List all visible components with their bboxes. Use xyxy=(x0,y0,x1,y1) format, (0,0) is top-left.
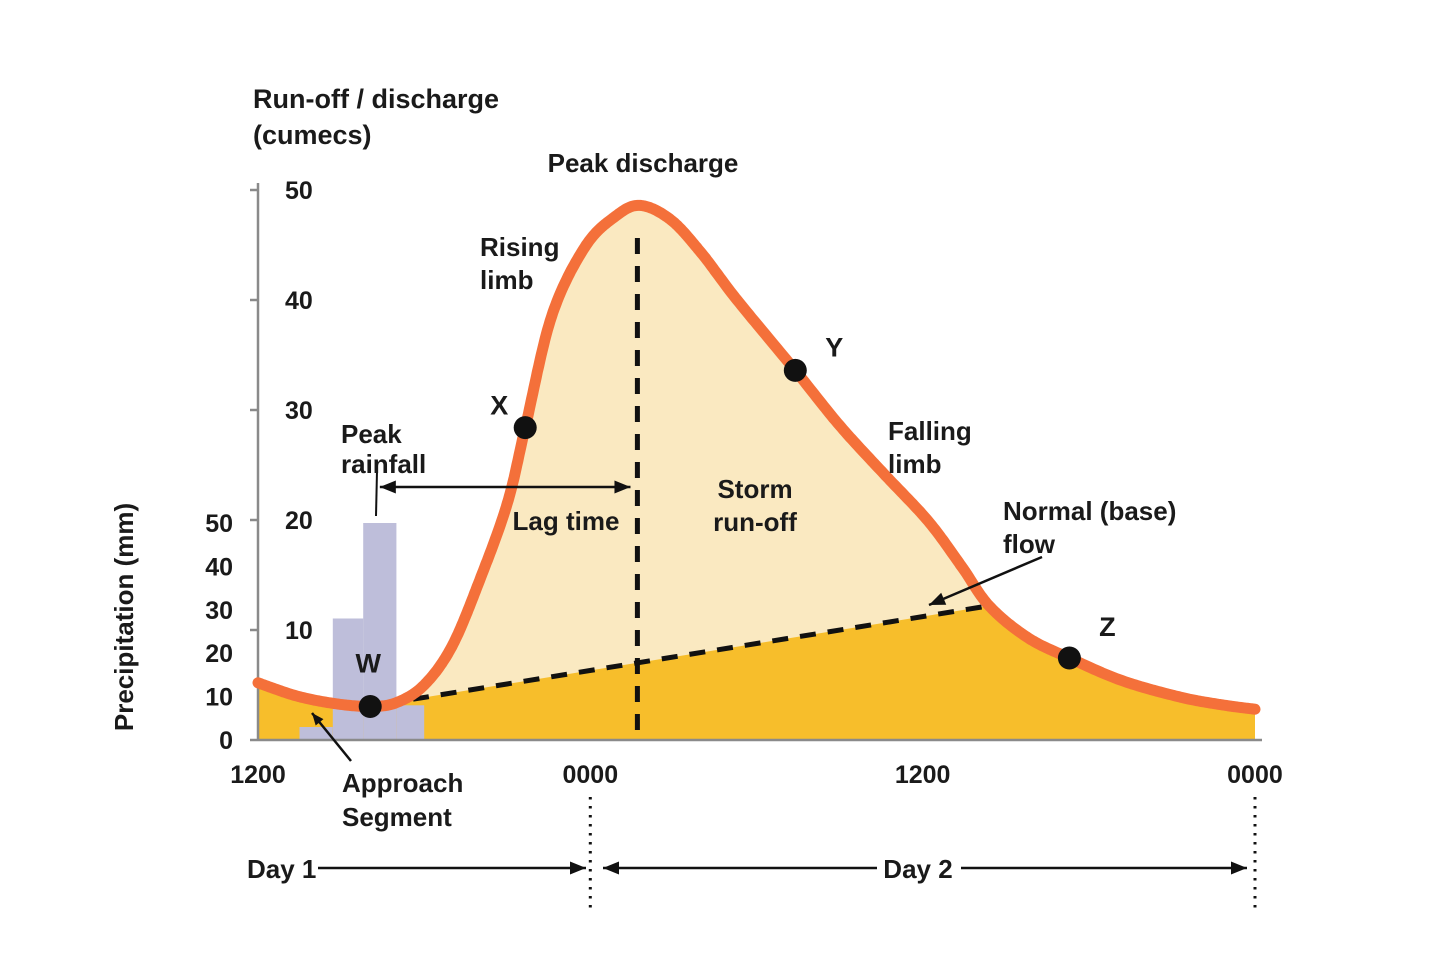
hydrograph-curve xyxy=(252,199,1261,715)
normal-flow-pointer-line xyxy=(928,555,1043,607)
approach-segment-pointer-head xyxy=(312,713,324,726)
point-label-Z: Z xyxy=(1099,612,1116,642)
precip-tick-label: 0 xyxy=(219,727,233,755)
discharge-tick-label: 30 xyxy=(285,397,313,425)
time-tick-label: 0000 xyxy=(1227,761,1283,789)
point-marker-Z xyxy=(1057,646,1081,670)
day2-label: Day 2 xyxy=(883,854,952,884)
day2-arrow-left-head xyxy=(603,861,619,875)
rainfall-bar xyxy=(299,727,333,740)
discharge-tick-label: 20 xyxy=(285,507,313,535)
point-label-W: W xyxy=(355,649,381,679)
discharge-tick-label: 50 xyxy=(285,177,313,205)
precip-tick-label: 10 xyxy=(205,684,233,712)
discharge-tick-label: 40 xyxy=(285,287,313,315)
peak-discharge-label: Peak discharge xyxy=(548,148,739,178)
lag-time-label: Lag time xyxy=(513,506,620,536)
peak-rainfall-label: rainfall xyxy=(341,449,426,479)
approach-segment-label: Segment xyxy=(342,802,452,832)
falling-limb-label: Falling xyxy=(888,416,972,446)
approach-segment-label: Approach xyxy=(342,768,463,798)
discharge-tick-label: 10 xyxy=(285,617,313,645)
normal-flow-pointer-head xyxy=(929,592,947,605)
baseflow-dashed-line xyxy=(384,603,990,707)
storm-runoff-label: Storm xyxy=(717,474,792,504)
peak-rainfall-pointer-line xyxy=(375,470,378,517)
normal-base-flow-label: flow xyxy=(1003,529,1056,559)
precip-tick-label: 30 xyxy=(205,597,233,625)
peak-rainfall-label: Peak xyxy=(341,419,402,449)
day2-arrow-right-head xyxy=(1231,861,1247,875)
precip-tick-label: 50 xyxy=(205,510,233,538)
day1-label: Day 1 xyxy=(247,854,316,884)
time-tick-label: 1200 xyxy=(895,761,951,789)
time-tick-label: 0000 xyxy=(563,761,619,789)
normal-base-flow-label: Normal (base) xyxy=(1003,496,1176,526)
storm-runoff-label: run-off xyxy=(713,507,797,537)
day1-arrow-head xyxy=(570,861,586,875)
rainfall-bar xyxy=(396,705,425,740)
rainfall-bar xyxy=(332,618,364,740)
point-label-X: X xyxy=(490,391,508,421)
precip-tick-label: 40 xyxy=(205,553,233,581)
rising-limb-label: limb xyxy=(480,265,533,295)
lag-time-arrow-head xyxy=(379,480,396,494)
precip-axis-title: Precipitation (mm) xyxy=(109,503,139,731)
point-marker-Y xyxy=(783,358,807,382)
storm-runoff-area xyxy=(385,205,990,706)
lag-time-arrow-head xyxy=(614,480,631,494)
rising-limb-label: Rising xyxy=(480,232,559,262)
point-label-Y: Y xyxy=(825,332,843,362)
point-marker-W xyxy=(358,695,382,718)
falling-limb-label: limb xyxy=(888,449,941,479)
point-marker-X xyxy=(513,416,537,440)
discharge-axis-title-line2: (cumecs) xyxy=(253,120,372,150)
precip-tick-label: 20 xyxy=(205,640,233,668)
time-tick-label: 1200 xyxy=(230,761,286,789)
discharge-axis-title-line1: Run-off / discharge xyxy=(253,84,499,114)
